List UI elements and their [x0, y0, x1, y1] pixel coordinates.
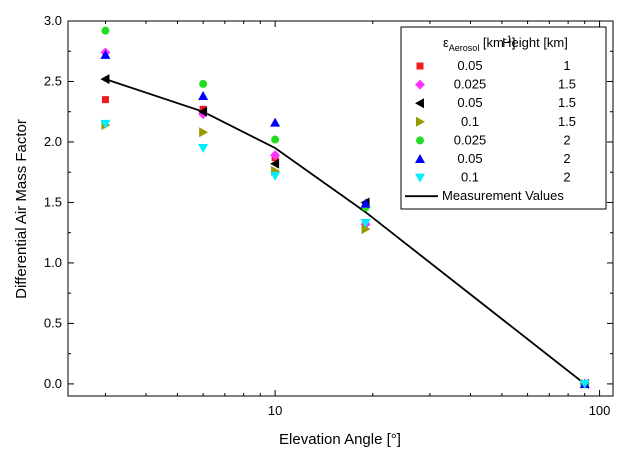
x-tick-label: 10: [268, 403, 282, 418]
y-tick-label: 2.0: [44, 134, 62, 149]
data-point-series-5: [360, 198, 371, 208]
data-point-series-1: [270, 150, 281, 161]
legend-eps-5: 0.05: [457, 151, 482, 166]
y-tick-label: 0.5: [44, 315, 62, 330]
legend-eps-3: 0.1: [461, 114, 479, 129]
legend-height-1: 1.5: [558, 77, 576, 92]
data-point-series-4: [271, 135, 280, 144]
legend-marker-2: [415, 98, 424, 109]
legend-marker-0: [416, 62, 424, 70]
data-point-series-2: [270, 158, 280, 169]
legend-header-height: Height [km]: [502, 35, 568, 50]
data-points: [100, 26, 590, 389]
data-point-series-6: [579, 379, 590, 389]
data-point-series-6: [270, 171, 281, 181]
data-point-series-3: [361, 224, 371, 235]
data-point-series-0: [101, 96, 109, 104]
data-point-series-6: [100, 119, 111, 129]
legend-marker-6: [415, 173, 425, 183]
legend-eps-0: 0.05: [457, 58, 482, 73]
legend-eps-6: 0.1: [461, 170, 479, 185]
axis-tick-labels: 0.0 0.5 1.0 1.5 2.0 2.5 3.0 10 100: [44, 13, 610, 418]
legend-height-2: 1.5: [558, 95, 576, 110]
y-tick-label: 2.5: [44, 73, 62, 88]
legend-height-0: 1: [563, 58, 570, 73]
legend-box: [400, 26, 607, 210]
legend-eps-1: 0.025: [454, 77, 487, 92]
legend-eps-2: 0.05: [457, 95, 482, 110]
legend-line-label: Measurement Values: [442, 188, 564, 203]
legend-height-6: 2: [563, 170, 570, 185]
data-point-series-6: [360, 219, 371, 229]
legend-height-5: 2: [563, 151, 570, 166]
data-point-series-6: [198, 144, 209, 154]
legend-marker-3: [416, 116, 425, 127]
x-axis-title: Elevation Angle [°]: [279, 431, 401, 448]
data-point-series-5: [270, 117, 281, 127]
data-point-series-4: [199, 79, 208, 88]
y-tick-label: 0.0: [44, 376, 62, 391]
measurement-line-layer: [105, 78, 586, 385]
data-point-series-2: [100, 74, 110, 85]
x-tick-label: 100: [589, 403, 611, 418]
axis-ticks: [68, 20, 613, 396]
legend: εAerosol [km-1] Height [km] 0.05 1 0.025 1.…: [400, 26, 607, 210]
legend-items: 0.05 1 0.025 1.5 0.05 1.5 0.1 1.5 0.025 2 0.05 2 0.1…: [405, 58, 576, 203]
data-point-series-4: [101, 26, 110, 35]
legend-height-3: 1.5: [558, 114, 576, 129]
y-axis-title: Differential Air Mass Factor: [13, 119, 30, 299]
legend-eps-4: 0.025: [454, 132, 487, 147]
y-tick-label: 1.5: [44, 194, 62, 209]
y-tick-label: 3.0: [44, 13, 62, 28]
legend-marker-1: [415, 79, 425, 90]
y-tick-label: 1.0: [44, 255, 62, 270]
data-point-series-3: [199, 127, 209, 138]
legend-marker-4: [416, 136, 424, 145]
data-point-series-2: [198, 106, 208, 117]
data-point-series-5: [198, 91, 209, 100]
legend-header-eps: εAerosol [km-1]: [443, 34, 516, 53]
data-point-series-5: [100, 49, 111, 59]
legend-height-4: 2: [563, 132, 570, 147]
legend-marker-5: [415, 154, 425, 163]
measurement-values-line: [105, 78, 586, 385]
